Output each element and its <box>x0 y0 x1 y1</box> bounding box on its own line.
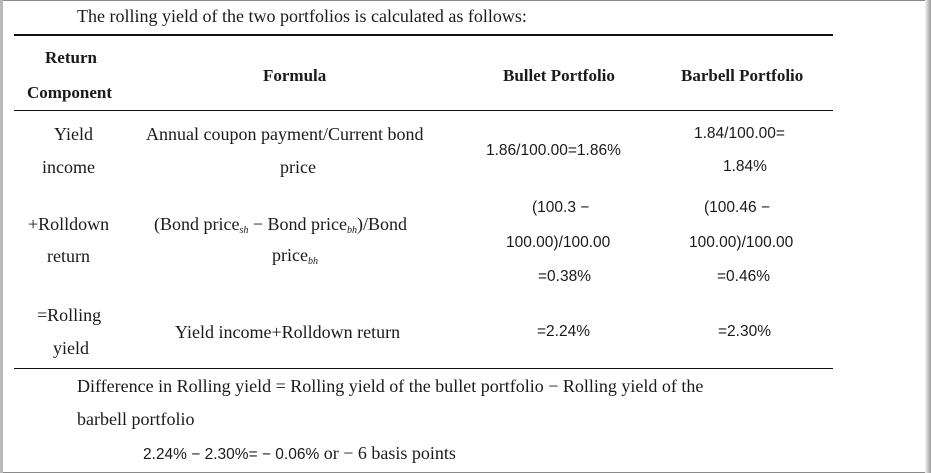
difference-line2: barbell portfolio <box>77 409 195 429</box>
row2-formula-line2: pricebh <box>272 245 318 267</box>
header-bullet: Bullet Portfolio <box>503 66 615 85</box>
row2-barbell-line2: 100.00)/100.00 <box>689 234 794 251</box>
header-bottom-rule <box>14 110 833 111</box>
header-barbell: Barbell Portfolio <box>681 66 804 85</box>
row1-barbell-line2: 1.84% <box>723 158 767 175</box>
row1-bullet: 1.86/100.00=1.86% <box>486 142 621 159</box>
header-component-line1: Return <box>45 48 97 67</box>
difference-line1: Difference in Rolling yield = Rolling yi… <box>77 376 704 396</box>
row3-formula: Yield income+Rolldown return <box>175 322 401 342</box>
row2-bullet-line3: =0.38% <box>538 268 592 285</box>
row2-component-line1: +Rolldown <box>28 214 110 234</box>
row1-component-line2: income <box>42 157 95 177</box>
row3-component-line1: =Rolling <box>37 305 102 325</box>
scrollbar-edge[interactable] <box>925 0 931 473</box>
row1-barbell-line1: 1.84/100.00= <box>694 125 785 142</box>
table-top-rule <box>14 34 833 36</box>
left-edge <box>0 0 3 473</box>
row2-barbell-line1: (100.46 − <box>704 199 770 216</box>
header-component-line2: Component <box>27 83 113 102</box>
row1-component-line1: Yield <box>54 124 93 144</box>
row1-formula-line1: Annual coupon payment/Current bond <box>146 124 424 144</box>
row2-barbell-line3: =0.46% <box>717 268 771 285</box>
row1-formula-line2: price <box>280 157 316 177</box>
table-bottom-rule <box>14 368 833 369</box>
row2-component-line2: return <box>47 246 90 266</box>
header-formula: Formula <box>263 66 327 85</box>
row3-barbell: =2.30% <box>718 323 772 340</box>
row2-formula-line1: (Bond pricesh − Bond pricebh)/Bond <box>154 214 408 236</box>
row3-component-line2: yield <box>53 338 89 358</box>
row2-bullet-line2: 100.00)/100.00 <box>506 234 611 251</box>
row2-bullet-line1: (100.3 − <box>532 199 590 216</box>
difference-result: 2.24% − 2.30%= − 0.06% or − 6 basis poin… <box>143 443 456 463</box>
intro-text: The rolling yield of the two portfolios … <box>77 6 527 26</box>
row3-bullet: =2.24% <box>537 323 591 340</box>
